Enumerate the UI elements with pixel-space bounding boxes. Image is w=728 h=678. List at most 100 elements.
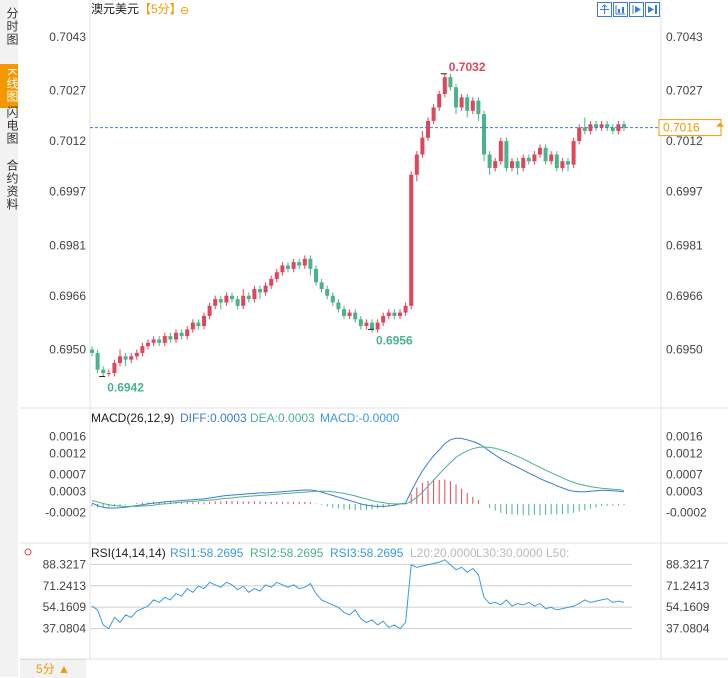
macd-tick-left: 0.0012 bbox=[49, 446, 86, 460]
rsi-tick-right: 37.0804 bbox=[666, 622, 710, 636]
rsi-tick-right: 71.2413 bbox=[666, 579, 710, 593]
low-price-label: 0.6956 bbox=[376, 333, 413, 347]
candle-body bbox=[487, 154, 492, 168]
candle-body bbox=[95, 352, 100, 370]
candle-body bbox=[101, 369, 106, 374]
scroll-to-end-icon[interactable] bbox=[645, 2, 660, 17]
candle-body bbox=[599, 124, 604, 128]
candle-body bbox=[594, 124, 598, 128]
candle-body bbox=[442, 77, 447, 94]
rsi-line bbox=[91, 559, 625, 630]
candle-body bbox=[213, 299, 218, 306]
price-tick-left: 0.7043 bbox=[49, 30, 86, 44]
candle-body bbox=[123, 356, 128, 360]
candle-body bbox=[274, 272, 279, 279]
candle-body bbox=[336, 302, 341, 310]
current-price-box bbox=[658, 119, 722, 137]
candle-body bbox=[498, 141, 503, 162]
price-tick-right: 0.6966 bbox=[666, 289, 703, 303]
candle-body bbox=[538, 147, 542, 155]
candle-body bbox=[330, 295, 335, 303]
candle-body bbox=[280, 265, 285, 273]
candle-body bbox=[403, 305, 408, 313]
price-marker-icon bbox=[716, 122, 724, 127]
candle-body bbox=[358, 319, 363, 327]
candle-body bbox=[426, 120, 430, 138]
candle-body bbox=[347, 312, 352, 316]
price-tick-left: 0.6997 bbox=[49, 185, 86, 199]
candle-body bbox=[258, 289, 262, 293]
candle-body bbox=[510, 161, 514, 168]
rsi-tick-left: 54.1609 bbox=[43, 600, 87, 614]
bar-chart-icon[interactable] bbox=[613, 2, 628, 17]
candle-body bbox=[554, 154, 559, 168]
rsi-panel: RSI(14,14,14) RSI1:58.2695 RSI2:58.2695 RSI… bbox=[24, 546, 710, 636]
candle-body bbox=[302, 258, 307, 266]
zoom-in-icon[interactable] bbox=[597, 2, 612, 17]
rsi-tick-left: 37.0804 bbox=[43, 622, 87, 636]
candle-body bbox=[168, 336, 173, 340]
macd-tick-left: 0.0016 bbox=[49, 429, 86, 443]
candle-body bbox=[605, 124, 610, 128]
candle-body bbox=[246, 295, 251, 300]
candle-body bbox=[515, 161, 520, 168]
current-price-label: 0.7016 bbox=[663, 121, 700, 135]
candle-body bbox=[252, 289, 257, 300]
rsi-legend-item: L30:30.0000 bbox=[476, 546, 543, 560]
price-tick-left: 0.6966 bbox=[49, 289, 86, 303]
tab-flash[interactable]: 闪电图 bbox=[5, 105, 19, 145]
rsi-legend-item: RSI3:58.2695 bbox=[330, 546, 404, 560]
rsi-tick-right: 54.1609 bbox=[666, 600, 710, 614]
fit-to-screen-icon[interactable] bbox=[629, 2, 644, 17]
view-sidebar: 分时图 K线图 闪电图 合约资料 bbox=[0, 0, 19, 677]
candle-body bbox=[202, 315, 206, 327]
price-tick-left: 0.7012 bbox=[49, 134, 86, 148]
macd-title: MACD(26,12,9) bbox=[91, 411, 174, 425]
period-label: 【5分】 bbox=[139, 2, 182, 16]
tab-contract-info[interactable]: 合约资料 bbox=[5, 159, 19, 211]
rsi-tick-left: 88.3217 bbox=[43, 557, 87, 571]
candle-body bbox=[454, 87, 458, 108]
candle-body bbox=[235, 299, 240, 306]
candle-body bbox=[353, 312, 358, 320]
candle-body bbox=[112, 363, 117, 374]
rsi-settings-icon bbox=[24, 548, 32, 556]
candle-body bbox=[314, 268, 318, 283]
candle-body bbox=[342, 309, 346, 316]
candle-body bbox=[196, 322, 201, 327]
candle-body bbox=[532, 154, 537, 162]
macd-legend-item: DEA:0.0003 bbox=[250, 411, 315, 425]
rsi-legend-item: L20:20.0000 bbox=[410, 546, 477, 560]
price-tick-right: 0.7043 bbox=[666, 30, 703, 44]
tab-timeshare[interactable]: 分时图 bbox=[5, 6, 19, 46]
macd-tick-left: 0.0007 bbox=[49, 467, 86, 481]
candle-body bbox=[543, 147, 548, 162]
candle-body bbox=[174, 332, 178, 340]
candle-body bbox=[476, 100, 481, 115]
candle-body bbox=[185, 329, 190, 337]
candle-body bbox=[291, 262, 296, 269]
collapse-icon[interactable]: ⊖ bbox=[180, 5, 189, 17]
macd-legend-item: MACD:-0.0000 bbox=[320, 411, 400, 425]
candle-body bbox=[381, 315, 386, 323]
candle-body bbox=[146, 342, 150, 347]
candle-body bbox=[106, 373, 111, 375]
candle-body bbox=[465, 97, 470, 111]
candle-body bbox=[370, 322, 374, 330]
candle-body bbox=[437, 93, 442, 108]
candle-body bbox=[90, 349, 94, 353]
price-tick-left: 0.7027 bbox=[49, 84, 86, 98]
candle-body bbox=[162, 336, 167, 343]
rsi-title: RSI(14,14,14) bbox=[91, 546, 166, 560]
candle-body bbox=[308, 258, 313, 269]
macd-panel: MACD(26,12,9) DIFF:0.0003 DEA:0.0003 MACD:-… bbox=[45, 411, 707, 519]
price-tick-right: 0.6997 bbox=[666, 185, 703, 199]
period-switch-button[interactable]: 5分 ▲ bbox=[20, 659, 86, 678]
macd-tick-right: 0.0012 bbox=[666, 446, 703, 460]
tab-kline[interactable]: K线图 bbox=[0, 64, 19, 108]
candle-body bbox=[431, 107, 436, 121]
candle-body bbox=[420, 137, 425, 155]
macd-legend-item: DIFF:0.0003 bbox=[180, 411, 247, 425]
macd-tick-right: 0.0003 bbox=[666, 484, 703, 498]
